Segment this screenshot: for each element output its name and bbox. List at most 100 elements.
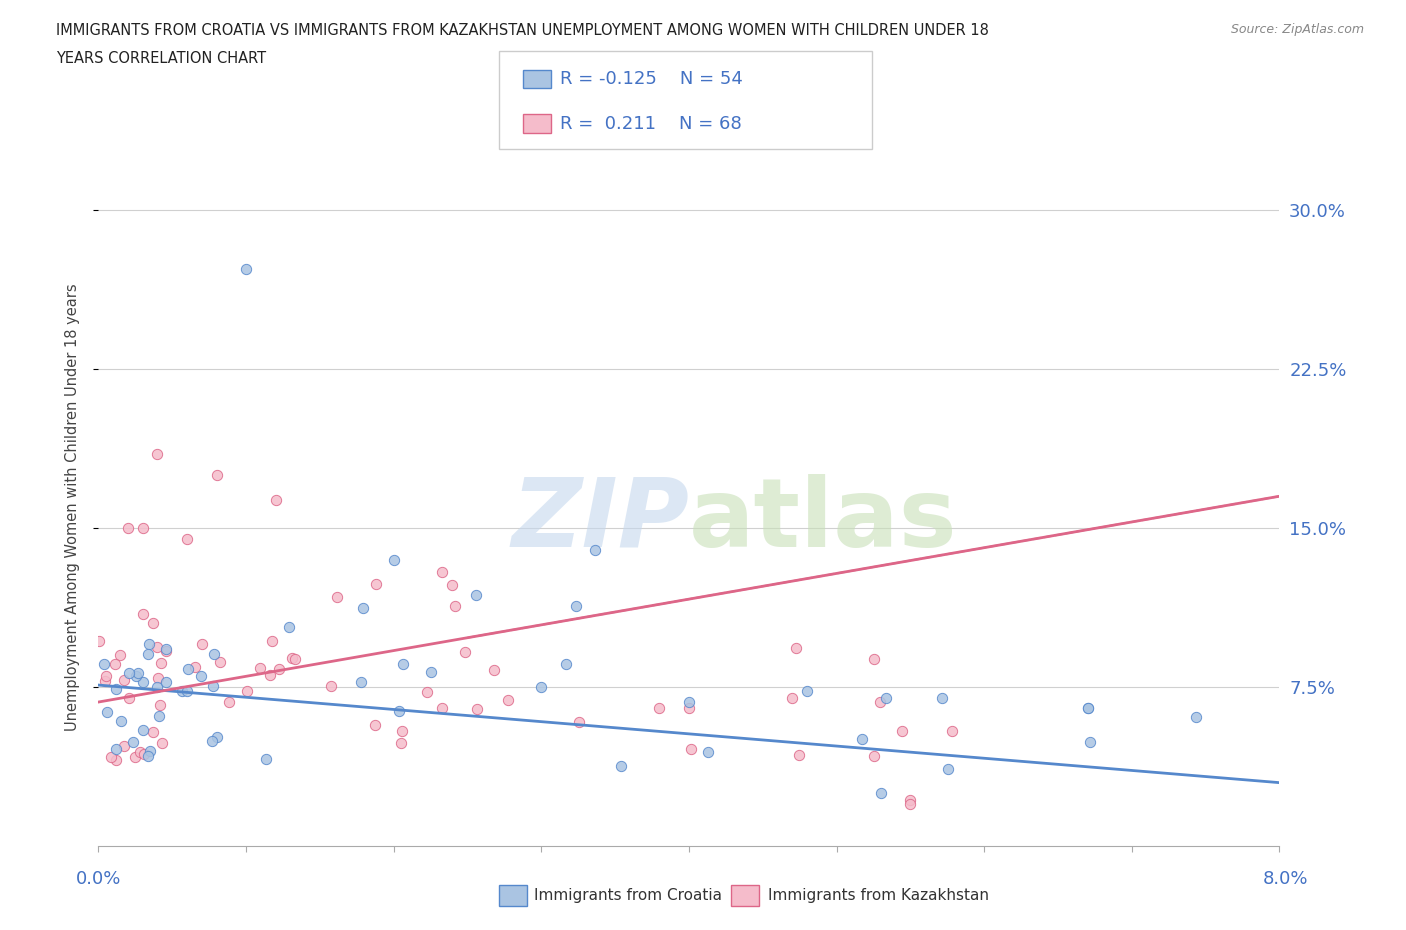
Text: YEARS CORRELATION CHART: YEARS CORRELATION CHART [56,51,266,66]
Point [262,634,284,649]
Point [1077,701,1099,716]
Point [94,669,117,684]
Point [218,695,240,710]
Point [568,714,591,729]
Point [122,735,145,750]
Point [127,666,149,681]
Point [610,759,633,774]
Point [780,690,803,705]
Point [900,796,922,811]
Point [565,598,588,613]
Point [110,713,132,728]
Point [112,738,135,753]
Point [104,742,127,757]
Point [149,698,172,712]
Point [870,786,893,801]
Point [432,565,454,579]
Point [392,657,415,671]
Point [785,640,807,655]
Point [176,662,198,677]
Point [583,543,606,558]
Point [891,724,914,738]
Text: 0.0%: 0.0% [76,870,121,888]
Point [796,684,818,698]
Point [284,651,307,666]
Point [145,680,167,695]
Point [444,599,467,614]
Point [941,724,963,738]
Point [1077,701,1099,716]
Point [440,578,463,592]
Point [863,749,886,764]
Point [900,792,922,807]
Point [1078,734,1101,749]
Point [281,650,304,665]
Text: ZIP: ZIP [510,474,689,567]
Point [679,742,702,757]
Point [364,577,387,591]
Point [155,642,177,657]
Point [789,748,811,763]
Point [131,674,153,689]
Text: Immigrants from Kazakhstan: Immigrants from Kazakhstan [768,888,988,903]
Text: atlas: atlas [689,474,957,567]
Point [416,684,439,699]
Point [100,750,122,764]
Point [869,695,891,710]
Point [202,646,225,661]
Point [150,736,173,751]
Point [496,693,519,708]
Point [267,662,290,677]
Point [388,704,411,719]
Point [454,644,477,659]
Point [205,729,228,744]
Point [118,691,141,706]
Point [105,681,128,696]
Point [931,691,953,706]
Point [155,674,177,689]
Point [391,724,413,738]
Point [124,750,146,764]
Point [96,705,118,720]
Point [205,468,228,483]
Point [235,684,257,698]
Point [696,745,718,760]
Point [104,753,127,768]
Point [138,743,160,758]
Point [264,493,287,508]
Point [142,724,165,739]
Text: R = -0.125    N = 54: R = -0.125 N = 54 [560,70,742,88]
Point [254,752,277,767]
Point [364,717,387,732]
Point [112,672,135,687]
Point [136,749,159,764]
Point [149,656,172,671]
Point [124,668,146,683]
Point [176,684,198,698]
Point [432,701,454,716]
Point [325,590,347,604]
Point [191,636,214,651]
Point [235,262,257,277]
Point [201,678,224,693]
Point [132,723,155,737]
Point [190,669,212,684]
Point [132,521,155,536]
Text: R =  0.211    N = 68: R = 0.211 N = 68 [560,114,741,133]
Point [277,619,299,634]
Point [118,666,141,681]
Text: 8.0%: 8.0% [1263,870,1308,888]
Point [319,678,342,693]
Point [155,644,177,658]
Point [93,657,115,671]
Point [142,616,165,631]
Point [938,762,960,777]
Point [482,663,505,678]
Point [117,521,139,536]
Point [554,657,576,671]
Text: Source: ZipAtlas.com: Source: ZipAtlas.com [1230,23,1364,36]
Point [465,587,488,602]
Point [875,690,897,705]
Point [530,680,553,695]
Point [851,732,873,747]
